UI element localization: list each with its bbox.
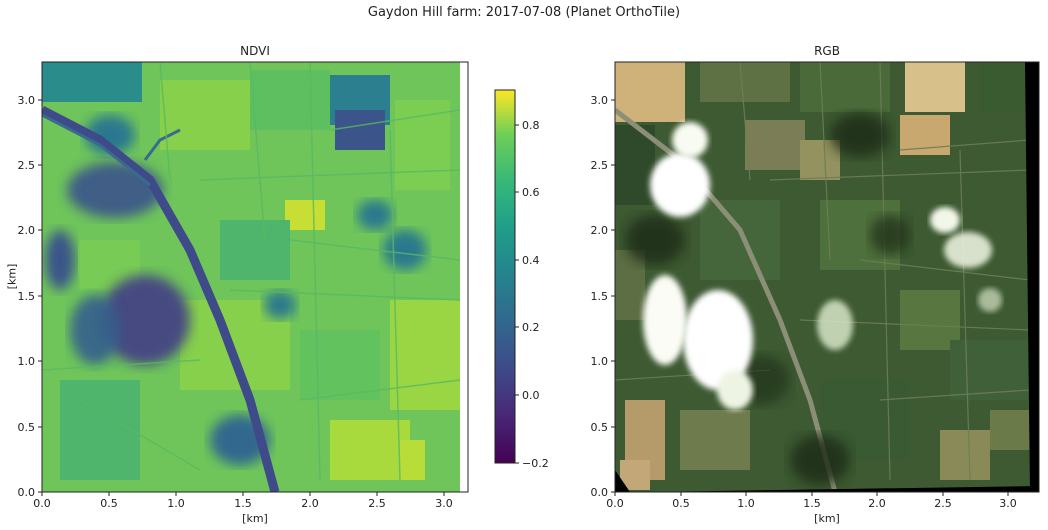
ndvi-xtick-label: 0.0 — [33, 497, 51, 510]
rgb-xtick-label: 2.5 — [934, 497, 952, 510]
ndvi-axes-frame — [41, 61, 469, 493]
colorbar-tick-label: 0.4 — [522, 254, 540, 267]
rgb-yticks: 0.0 0.5 1.0 1.5 2.0 2.5 3.0 — [591, 94, 615, 499]
ndvi-ytick-label: 1.5 — [18, 290, 36, 303]
ndvi-ytick-label: 2.0 — [18, 224, 36, 237]
ndvi-xtick-label: 2.5 — [368, 497, 386, 510]
ndvi-xtick-label: 2.0 — [301, 497, 319, 510]
ndvi-ytick-label: 0.5 — [18, 421, 36, 434]
colorbar-tick-label: 0.0 — [522, 389, 540, 402]
rgb-xtick-label: 1.0 — [737, 497, 755, 510]
rgb-xtick-label: 2.0 — [868, 497, 886, 510]
colorbar-tick-label: 0.8 — [522, 119, 540, 132]
rgb-panel-title: RGB — [814, 44, 840, 58]
ndvi-panel-title: NDVI — [240, 44, 270, 58]
figure-title: Gaydon Hill farm: 2017-07-08 (Planet Ort… — [367, 5, 681, 20]
ndvi-ytick-label: 3.0 — [18, 94, 36, 107]
rgb-ytick-label: 0.5 — [591, 421, 609, 434]
rgb-xtick-label: 3.0 — [999, 497, 1017, 510]
rgb-xticks: 0.0 0.5 1.0 1.5 2.0 2.5 3.0 — [606, 492, 1017, 510]
rgb-ytick-label: 3.0 — [591, 94, 609, 107]
ndvi-xticks: 0.0 0.5 1.0 1.5 2.0 2.5 3.0 — [33, 492, 453, 510]
colorbar-tick-label: 0.6 — [522, 186, 540, 199]
ndvi-ytick-label: 2.5 — [18, 159, 36, 172]
ndvi-ytick-label: 1.0 — [18, 355, 36, 368]
rgb-xtick-label: 0.0 — [606, 497, 624, 510]
ndvi-xtick-label: 1.5 — [234, 497, 252, 510]
rgb-image — [615, 62, 1039, 492]
ndvi-xtick-label: 0.5 — [100, 497, 118, 510]
colorbar-tick-label: −0.2 — [522, 457, 549, 470]
ndvi-xtick-label: 1.0 — [167, 497, 185, 510]
rgb-ytick-label: 1.0 — [591, 355, 609, 368]
ndvi-colorbar: −0.2 0.0 0.2 0.4 0.6 0.8 — [494, 89, 549, 470]
ndvi-ytick-label: 0.0 — [18, 486, 36, 499]
rgb-ytick-label: 1.5 — [591, 290, 609, 303]
ndvi-xlabel: [km] — [242, 512, 268, 525]
rgb-ytick-label: 2.0 — [591, 224, 609, 237]
rgb-ytick-label: 0.0 — [591, 486, 609, 499]
rgb-xtick-label: 1.5 — [803, 497, 821, 510]
ndvi-xtick-label: 3.0 — [435, 497, 453, 510]
ndvi-yticks: 0.0 0.5 1.0 1.5 2.0 2.5 3.0 — [18, 94, 42, 499]
colorbar-tick-label: 0.2 — [522, 321, 540, 334]
rgb-xlabel: [km] — [814, 512, 840, 525]
ndvi-image — [42, 62, 468, 492]
rgb-axes-frame — [614, 61, 1040, 493]
rgb-xtick-label: 0.5 — [672, 497, 690, 510]
rgb-ytick-label: 2.5 — [591, 159, 609, 172]
